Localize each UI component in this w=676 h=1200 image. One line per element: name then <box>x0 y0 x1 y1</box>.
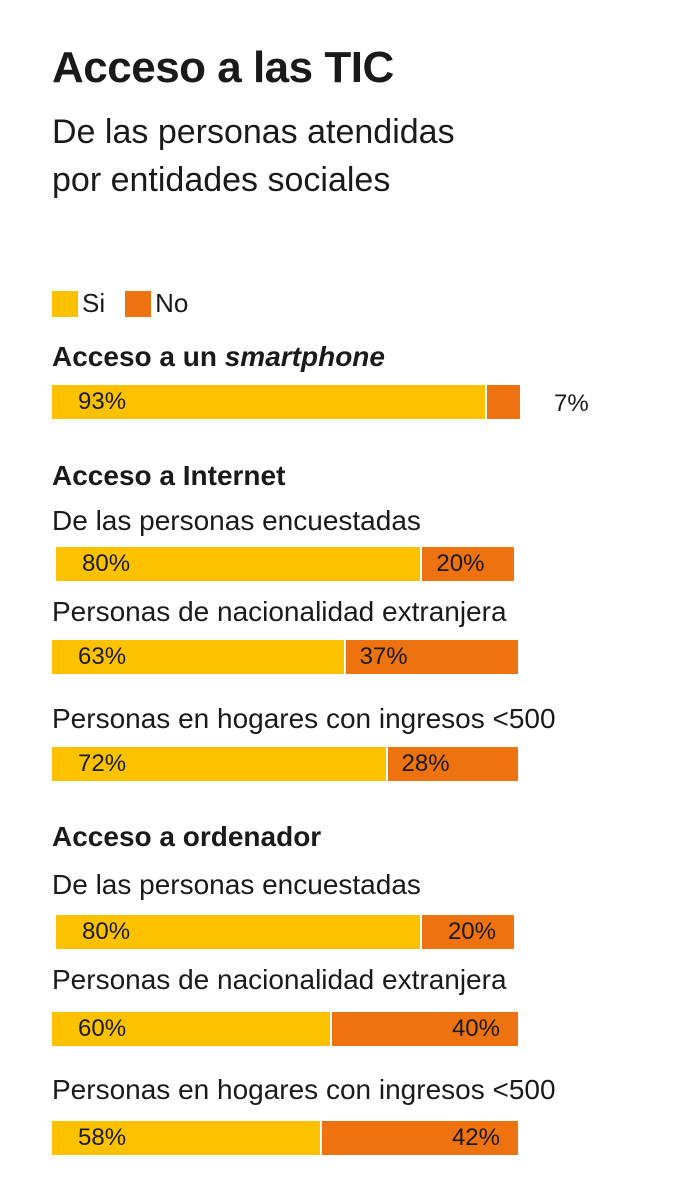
stacked-bar: 80% 20% <box>56 545 514 583</box>
data-label-no: 28% <box>401 750 450 777</box>
bar-segment-no: 20% <box>422 547 514 581</box>
subtitle-line-2: por entidades sociales <box>52 161 391 199</box>
bar-segment-no: 42% <box>322 1121 518 1155</box>
row-label: De las personas encuestadas <box>52 505 421 536</box>
section-title-plain: Acceso a un <box>52 341 225 372</box>
data-label-no: 7% <box>554 390 589 417</box>
stacked-bar: 72% 28% <box>52 745 518 783</box>
legend-label-si: Si <box>82 288 106 318</box>
data-label-si: 60% <box>78 1015 127 1042</box>
chart-title: Acceso a las TIC <box>52 43 394 92</box>
bar-segment-si: 60% <box>52 1012 332 1046</box>
data-label-si: 80% <box>82 550 131 577</box>
bar-segment-no: 28% <box>387 747 518 781</box>
legend-swatch-no <box>125 290 152 317</box>
data-label-si: 93% <box>78 388 127 415</box>
bar-segment-si: 93% <box>52 385 488 419</box>
legend-label-no: No <box>155 288 189 318</box>
bar-segment-si: 63% <box>52 640 346 674</box>
chart-subtitle: De las personas atendidas por entidades … <box>52 108 455 204</box>
row-label: Personas en hogares con ingresos <500 <box>52 703 556 734</box>
data-label-si: 58% <box>78 1124 127 1151</box>
data-label-no: 37% <box>359 643 408 670</box>
data-label-si: 72% <box>78 750 127 777</box>
stacked-bar: 80% 20% <box>56 913 514 951</box>
stacked-bar: 63% 37% <box>52 638 518 676</box>
section-title-italic: smartphone <box>224 341 385 372</box>
row-label: Personas de nacionalidad extranjera <box>52 596 507 627</box>
row-label: Personas en hogares con ingresos <500 <box>52 1074 556 1105</box>
data-label-no: 42% <box>451 1124 500 1151</box>
bar-segment-si: 72% <box>52 747 388 781</box>
stacked-bar: 60% 40% <box>52 1010 518 1048</box>
section-title-internet: Acceso a Internet <box>52 460 286 491</box>
legend-swatch-si <box>52 290 78 317</box>
bar-segment-si: 80% <box>56 547 423 581</box>
data-label-no: 40% <box>451 1015 500 1042</box>
section-title-smartphone: Acceso a un smartphone <box>52 343 385 371</box>
bar-segment-no: 40% <box>331 1012 518 1046</box>
data-label-no: 20% <box>447 918 496 945</box>
bar-segment-no: 20% <box>422 915 514 949</box>
bar-segment-no <box>487 385 520 419</box>
bar-segment-si: 58% <box>52 1121 323 1155</box>
stacked-bar: 58% 42% <box>52 1119 518 1157</box>
data-label-si: 80% <box>82 918 131 945</box>
bar-segment-no: 37% <box>345 640 518 674</box>
row-label: Personas de nacionalidad extranjera <box>52 964 507 995</box>
section-title-ordenador: Acceso a ordenador <box>52 821 322 852</box>
data-label-no: 20% <box>436 550 485 577</box>
bar-segment-si: 80% <box>56 915 423 949</box>
row-label: De las personas encuestadas <box>52 869 421 900</box>
stacked-bar: 93% <box>52 383 520 421</box>
data-label-si: 63% <box>78 643 127 670</box>
legend: Si No <box>52 288 208 319</box>
subtitle-line-1: De las personas atendidas <box>52 113 455 151</box>
